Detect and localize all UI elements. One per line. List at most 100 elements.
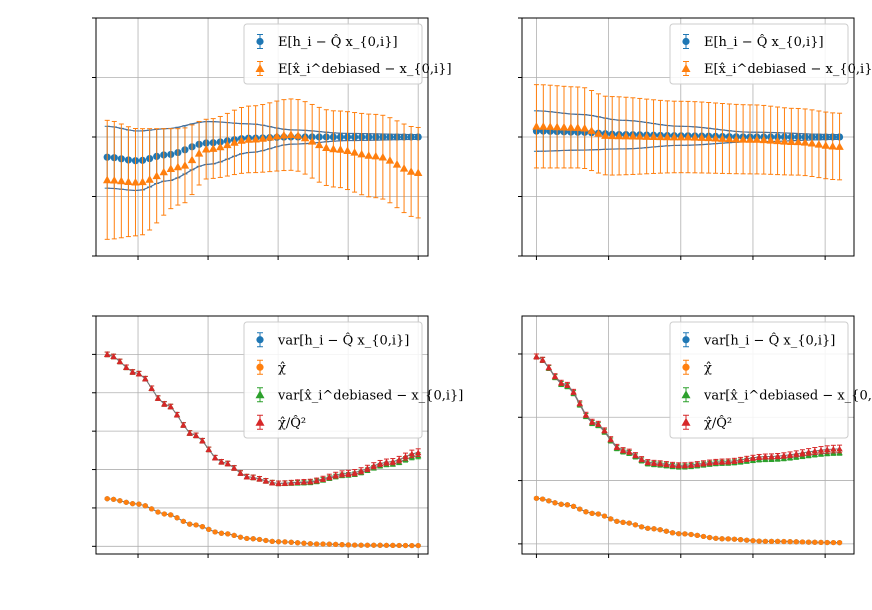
data-point [732, 134, 741, 143]
data-point [212, 529, 218, 535]
data-point [336, 145, 345, 153]
legend-label: E[h_i − Q̂ x_{0,i}] [278, 34, 398, 50]
data-point [218, 458, 225, 465]
data-point [650, 459, 658, 466]
data-point [577, 506, 583, 512]
data-point [333, 541, 339, 547]
data-point [564, 381, 571, 388]
series-4 [533, 353, 843, 469]
data-point [145, 175, 154, 183]
data-point [557, 379, 565, 386]
data-point [395, 456, 403, 463]
legend-marker [256, 336, 264, 344]
data-point [580, 123, 589, 132]
data-point [762, 538, 768, 544]
data-point [675, 462, 682, 468]
data-point [180, 421, 187, 428]
data-point [780, 137, 789, 145]
data-point [262, 477, 270, 484]
legend-label: E[h_i − Q̂ x_{0,i}] [704, 34, 824, 50]
data-point [211, 454, 219, 461]
data-point [352, 542, 358, 548]
data-point [180, 518, 186, 524]
data-point [138, 177, 147, 186]
data-point [588, 418, 596, 425]
data-point [713, 535, 719, 541]
data-point [402, 453, 409, 460]
data-point [187, 521, 193, 527]
data-point [812, 539, 818, 545]
data-point [781, 538, 787, 545]
data-point [110, 496, 117, 502]
data-point [663, 528, 669, 534]
data-point [343, 146, 352, 154]
data-point [799, 449, 806, 456]
data-point [656, 132, 665, 141]
legend-label: χ̂/Q̂² [704, 414, 732, 430]
data-point [539, 122, 548, 130]
data-point [104, 351, 111, 357]
data-point [676, 531, 682, 537]
data-point [608, 131, 617, 140]
data-point [314, 541, 320, 547]
data-point [656, 460, 664, 466]
data-point [706, 459, 713, 466]
data-point [201, 144, 211, 153]
data-point [800, 138, 810, 146]
legend: E[h_i − Q̂ x_{0,i}] E[x̂_i^debiased − x_{… [243, 23, 452, 85]
data-point [752, 135, 762, 143]
data-point [357, 149, 366, 158]
data-point [669, 530, 676, 536]
legend-marker [255, 390, 265, 399]
data-point [806, 539, 812, 545]
series-line [536, 497, 840, 544]
data-point [621, 131, 631, 140]
data-point [131, 177, 140, 186]
legend-marker [256, 37, 264, 46]
data-point [823, 446, 831, 453]
series-line [536, 497, 840, 544]
series-4 [104, 351, 422, 487]
data-point [697, 133, 706, 141]
panel-c: var[h_i − Q̂ x_{0,i}] χ̂ var[x̂_i^debiased… [92, 315, 463, 558]
data-point [286, 130, 296, 138]
data-point [745, 135, 755, 143]
data-point [326, 541, 332, 547]
data-point [237, 136, 246, 144]
data-point [651, 526, 657, 532]
data-point [237, 469, 244, 476]
data-point [545, 364, 553, 371]
data-point [669, 461, 676, 468]
axes-frame [521, 315, 855, 555]
panel-a: E[h_i − Q̂ x_{0,i}] E[x̂_i^debiased − x_{… [92, 17, 452, 260]
data-point [142, 503, 148, 509]
plot-area [104, 351, 422, 549]
data-point [168, 512, 174, 518]
data-point [319, 475, 327, 482]
data-point [830, 539, 836, 546]
legend: E[h_i − Q̂ x_{0,i}] E[x̂_i^debiased − x_{… [669, 23, 872, 85]
data-point [258, 134, 267, 142]
data-point [301, 540, 307, 546]
data-point [282, 539, 288, 545]
legend-marker [682, 336, 690, 344]
plot-area [103, 98, 423, 240]
data-point [737, 456, 744, 463]
data-point [385, 156, 395, 164]
data-point [124, 177, 133, 186]
plot-area [533, 353, 843, 546]
data-point [206, 526, 212, 532]
data-point [161, 511, 167, 517]
data-point [338, 470, 346, 477]
data-point [186, 429, 193, 436]
data-point [830, 445, 837, 452]
legend-label: χ̂ [278, 361, 286, 376]
legend: var[h_i − Q̂ x_{0,i}] χ̂ var[x̂_i^debiased… [243, 321, 463, 439]
legend-label: E[x̂_i^debiased − x_{0,i}] [704, 62, 872, 77]
legend-label: var[x̂_i^debiased − x_{0,i}] [703, 388, 872, 403]
data-point [332, 471, 339, 478]
data-point [402, 542, 409, 549]
data-point [821, 141, 830, 149]
data-point [743, 455, 750, 462]
data-point [263, 537, 269, 544]
